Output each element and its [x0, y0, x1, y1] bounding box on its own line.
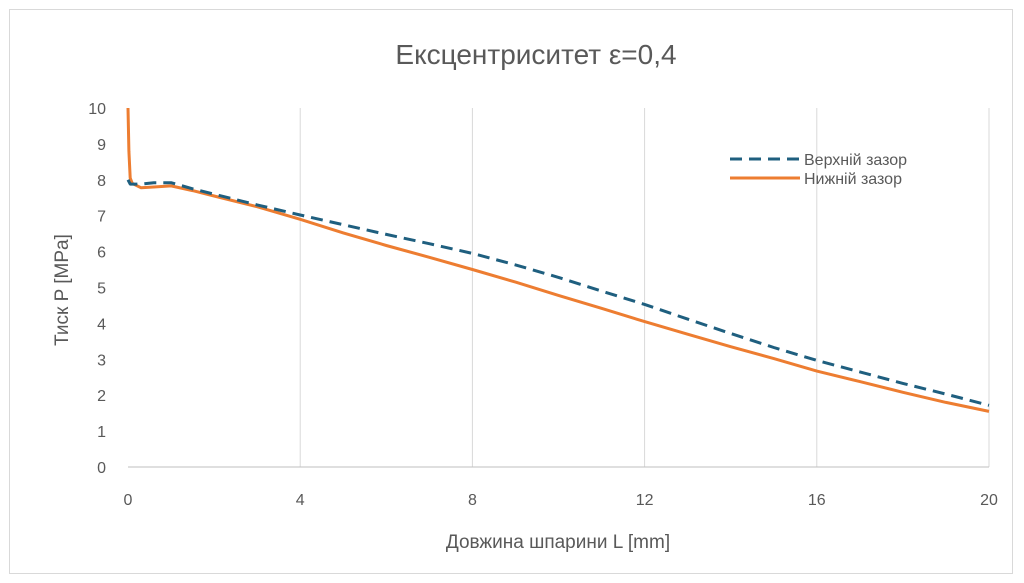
- y-tick-9: 9: [97, 137, 106, 154]
- x-tick-0: 0: [124, 492, 133, 509]
- legend: Верхній зазор Нижній зазор: [730, 152, 907, 188]
- x-tick-1: 4: [296, 492, 305, 509]
- x-tick-4: 16: [808, 492, 826, 509]
- x-tick-5: 20: [980, 492, 998, 509]
- legend-label-upper: Верхній зазор: [804, 152, 907, 169]
- y-tick-labels: 0 1 2 3 4 5 6 7 8 9 10: [88, 101, 106, 477]
- y-tick-2: 2: [97, 388, 106, 405]
- y-tick-3: 3: [97, 352, 106, 369]
- y-tick-6: 6: [97, 245, 106, 262]
- series-lines: [126, 107, 990, 413]
- x-tick-labels: 0 4 8 12 16 20: [124, 492, 998, 509]
- legend-label-lower: Нижній зазор: [804, 171, 902, 188]
- y-tick-4: 4: [97, 316, 106, 333]
- chart-title: Ексцентриситет ε=0,4: [395, 39, 676, 70]
- gridlines: [299, 108, 990, 467]
- series-line-1: [126, 107, 990, 413]
- x-tick-3: 12: [636, 492, 654, 509]
- chart-frame: [9, 9, 1013, 574]
- x-tick-2: 8: [468, 492, 477, 509]
- y-tick-0: 0: [97, 460, 106, 477]
- y-tick-7: 7: [97, 209, 106, 226]
- y-tick-8: 8: [97, 173, 106, 190]
- y-tick-10: 10: [88, 101, 106, 118]
- x-axis-title: Довжина шпарини L [mm]: [446, 532, 670, 553]
- series-line-0: [126, 179, 990, 407]
- y-tick-1: 1: [97, 424, 106, 441]
- y-axis-title: Тиск P [MPa]: [52, 234, 73, 346]
- y-tick-5: 5: [97, 281, 106, 298]
